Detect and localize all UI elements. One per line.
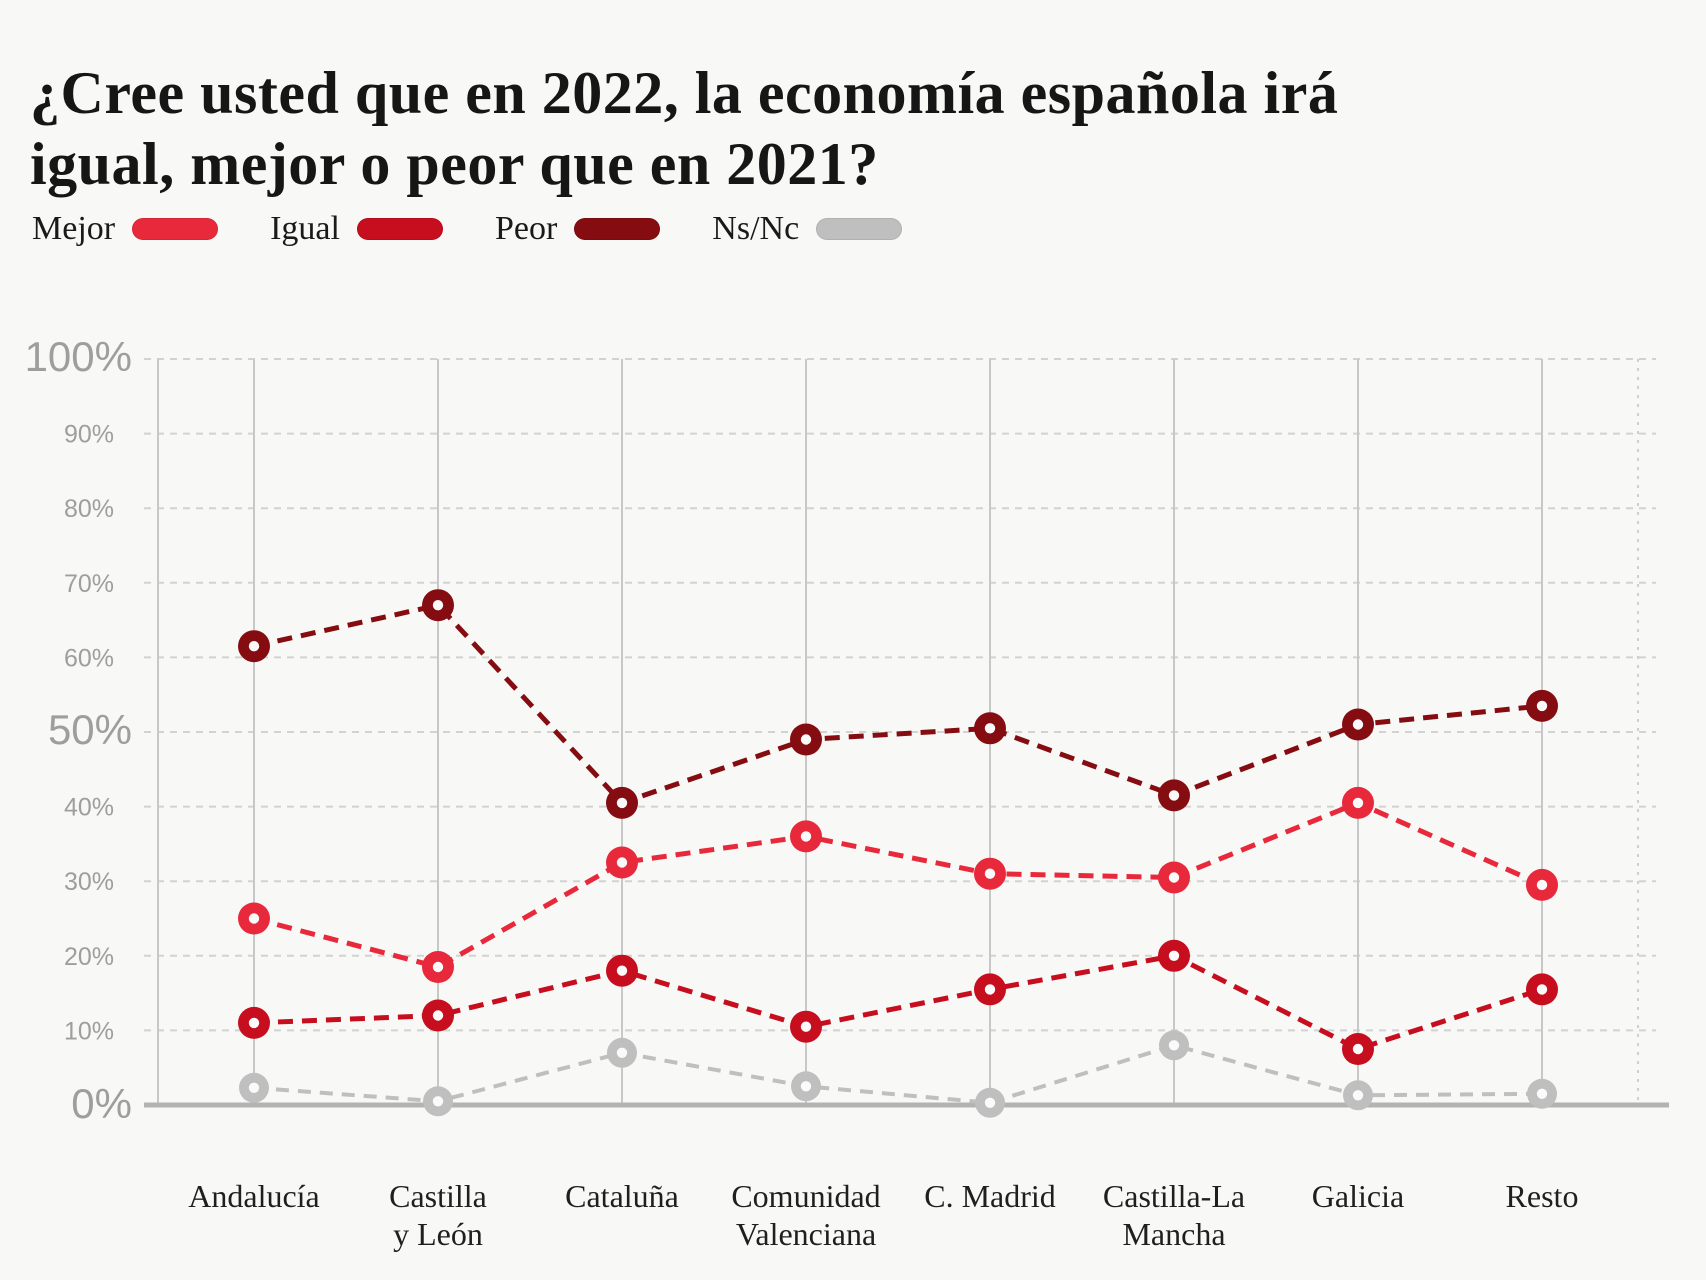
point-hole bbox=[432, 1096, 444, 1107]
legend-label: Mejor bbox=[32, 210, 116, 247]
point-hole bbox=[1168, 950, 1180, 961]
point-hole bbox=[1168, 1040, 1180, 1051]
series-line-igual bbox=[253, 953, 1543, 1052]
point-hole bbox=[984, 984, 996, 995]
point-hole bbox=[432, 961, 444, 973]
legend-item-peor: Peor bbox=[494, 210, 661, 248]
point-hole bbox=[800, 734, 812, 745]
legend-label: Ns/Nc bbox=[712, 210, 800, 247]
point-hole bbox=[1168, 790, 1180, 801]
x-category-label-galicia: Galicia bbox=[1312, 1178, 1404, 1214]
chart-title: ¿Cree usted que en 2022, la economía esp… bbox=[30, 58, 1338, 200]
y-tick-label-50: 50% bbox=[48, 706, 132, 753]
x-category-label-catalu-a: Cataluña bbox=[565, 1178, 679, 1214]
x-category-label-andaluc-a: Andalucía bbox=[188, 1178, 320, 1214]
y-tick-label-30: 30% bbox=[64, 868, 114, 896]
x-category-label-comunidad-valenciana: Comunidad bbox=[731, 1178, 880, 1214]
point-hole bbox=[1536, 879, 1548, 891]
x-category-label-castilla-y-le-n: Castilla bbox=[389, 1178, 487, 1214]
y-tick-label-40: 40% bbox=[64, 794, 114, 822]
x-category-label-resto: Resto bbox=[1506, 1178, 1579, 1214]
x-category-label-comunidad-valenciana-line2: Valenciana bbox=[736, 1216, 876, 1252]
chart-title-line-2: igual, mejor o peor que en 2021? bbox=[30, 130, 879, 197]
y-tick-label-90: 90% bbox=[64, 421, 114, 449]
point-hole bbox=[1536, 700, 1548, 712]
x-category-label-castilla-y-le-n-line2: y León bbox=[393, 1216, 483, 1252]
point-hole bbox=[248, 1082, 260, 1094]
x-category-label-c-madrid: C. Madrid bbox=[924, 1178, 1056, 1214]
point-hole bbox=[1352, 1043, 1364, 1055]
point-hole bbox=[1536, 1088, 1548, 1100]
y-tick-label-60: 60% bbox=[64, 644, 114, 672]
point-hole bbox=[616, 1047, 628, 1059]
y-tick-label-80: 80% bbox=[64, 495, 114, 523]
point-hole bbox=[1352, 797, 1364, 809]
chart-title-line-1: ¿Cree usted que en 2022, la economía esp… bbox=[30, 60, 1339, 127]
y-tick-label-20: 20% bbox=[64, 943, 114, 971]
y-tick-label-70: 70% bbox=[64, 570, 114, 598]
legend-label: Igual bbox=[270, 210, 340, 247]
point-hole bbox=[1352, 1090, 1364, 1101]
x-category-label-castilla-la-mancha-line2: Mancha bbox=[1122, 1216, 1225, 1252]
legend-item-ns-nc: Ns/Nc bbox=[712, 210, 903, 248]
point-hole bbox=[616, 857, 628, 868]
y-tick-label-100: 100% bbox=[25, 333, 132, 380]
point-hole bbox=[1352, 719, 1364, 730]
point-hole bbox=[248, 641, 260, 652]
point-hole bbox=[984, 868, 996, 879]
point-hole bbox=[800, 1081, 812, 1092]
point-hole bbox=[1168, 872, 1180, 883]
legend-item-igual: Igual bbox=[270, 210, 443, 248]
legend-swatch bbox=[816, 218, 903, 240]
legend-label: Peor bbox=[494, 210, 558, 247]
point-hole bbox=[248, 913, 260, 924]
point-hole bbox=[800, 831, 812, 842]
y-tick-label-10: 10% bbox=[64, 1017, 114, 1045]
point-hole bbox=[432, 600, 444, 611]
point-hole bbox=[432, 1010, 444, 1021]
legend-swatch bbox=[356, 218, 443, 240]
legend-swatch bbox=[132, 218, 219, 240]
y-tick-label-0: 0% bbox=[71, 1080, 132, 1127]
point-hole bbox=[616, 965, 628, 976]
legend-swatch bbox=[574, 218, 661, 240]
point-hole bbox=[984, 1097, 996, 1109]
series-line-mejor bbox=[253, 800, 1544, 970]
point-hole bbox=[984, 723, 996, 734]
point-hole bbox=[1536, 984, 1548, 995]
point-hole bbox=[248, 1017, 260, 1029]
legend: Mejor Igual Peor Ns/Nc bbox=[32, 210, 903, 248]
point-hole bbox=[800, 1021, 812, 1032]
point-hole bbox=[616, 797, 628, 809]
x-category-label-castilla-la-mancha: Castilla-La bbox=[1103, 1178, 1245, 1214]
legend-item-mejor: Mejor bbox=[32, 210, 219, 248]
series-line-peor bbox=[253, 602, 1543, 806]
